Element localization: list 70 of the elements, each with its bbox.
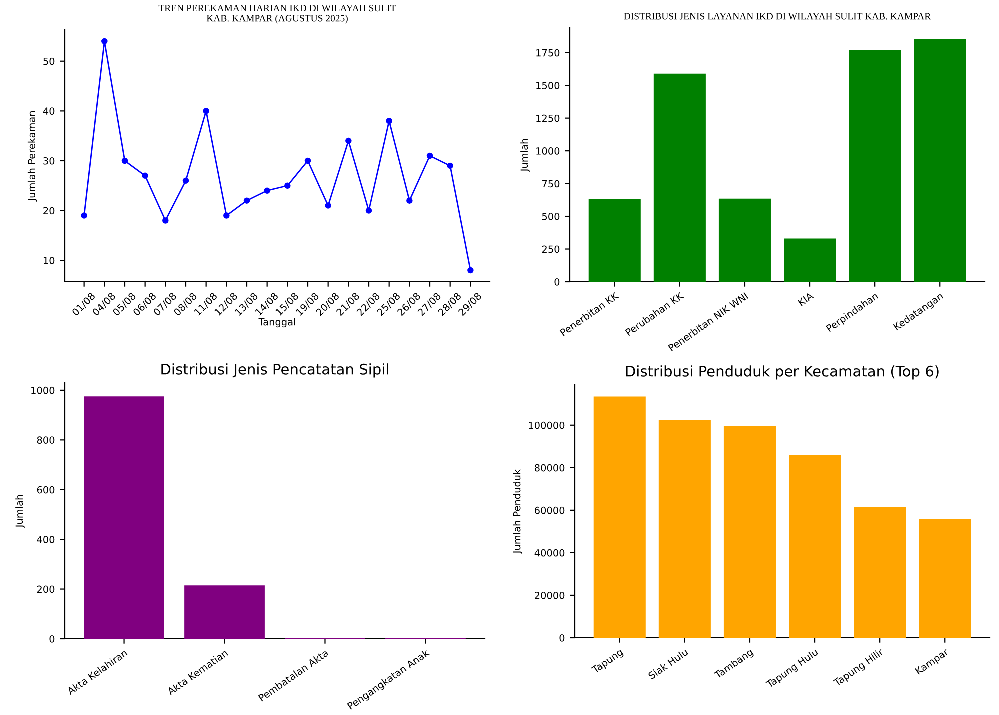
chart-title: Distribusi Penduduk per Kecamatan (Top 6): [626, 366, 939, 380]
point: [426, 152, 434, 160]
y-tick-label: 0: [50, 635, 55, 643]
y-axis-title: Jumlah: [520, 139, 530, 172]
point: [447, 162, 454, 170]
bar: [849, 50, 902, 282]
y-tick-label: 250: [542, 246, 560, 254]
y-tick-label: 1250: [536, 114, 560, 122]
point: [406, 198, 413, 204]
bar: [718, 198, 771, 282]
y-tick-label: 20000: [535, 592, 565, 600]
point: [162, 218, 169, 224]
y-axis-title: Jumlah Perekaman: [28, 111, 38, 202]
y-tick-label: 200: [37, 586, 55, 594]
bar: [784, 238, 836, 282]
y-tick-label: 0: [560, 634, 565, 642]
point: [102, 38, 108, 45]
point: [224, 212, 230, 219]
y-tick-label: 750: [542, 180, 560, 188]
bar: [724, 426, 776, 638]
y-tick-label: 10: [44, 257, 55, 264]
bar: [854, 507, 906, 638]
point: [203, 108, 210, 114]
y-tick-label: 40: [43, 108, 55, 116]
bar: [184, 586, 265, 639]
chart-title: TREN PEREKAMAN HARIAN IKD DI WILAYAH SULIT KAB. KAMPAR (AGUSTUS 2025): [158, 5, 396, 24]
point: [386, 118, 392, 124]
y-tick-label: 40000: [534, 549, 565, 557]
y-tick-label: 0: [554, 278, 560, 286]
point: [264, 188, 270, 194]
y-tick-label: 800: [37, 436, 55, 444]
y-tick-label: 400: [37, 536, 55, 544]
y-tick-label: 500: [542, 213, 560, 220]
bar: [588, 200, 641, 282]
y-axis-title: Jumlah Penduduk: [513, 469, 523, 554]
point: [284, 182, 291, 190]
bar: [919, 518, 972, 638]
point: [366, 208, 372, 214]
y-tick-label: 1750: [536, 49, 560, 57]
chart-title: Distribusi Jenis Pencatatan Sipil: [162, 364, 388, 378]
y-tick-label: 30: [44, 157, 55, 165]
point: [468, 267, 474, 274]
y-axis-title: Jumlah: [16, 495, 25, 528]
y-tick-label: 80000: [535, 464, 565, 472]
point: [244, 198, 250, 204]
x-tick-label: KIA: [798, 292, 814, 306]
point: [346, 138, 352, 144]
x-tick-label: Siak Hulu: [648, 648, 689, 680]
point: [142, 172, 148, 180]
point: [304, 158, 312, 164]
bar: [914, 39, 966, 282]
point: [81, 212, 88, 219]
point: [325, 202, 332, 209]
point: [182, 178, 190, 184]
chart-title: DISTRIBUSI JENIS LAYANAN IKD DI WILAYAH SULIT KAB. KAMPAR: [624, 13, 932, 20]
y-tick-label: 1500: [536, 82, 560, 90]
bar: [654, 74, 706, 282]
x-axis-title: Tanggal: [258, 318, 296, 328]
y-tick-label: 20: [44, 207, 55, 215]
y-tick-label: 600: [37, 486, 55, 494]
y-tick-label: 1000: [32, 386, 55, 394]
bar: [789, 455, 842, 638]
y-tick-label: 100000: [529, 422, 565, 430]
bar: [594, 396, 646, 638]
point: [122, 158, 128, 164]
y-tick-label: 50: [44, 58, 55, 66]
bar: [84, 396, 164, 639]
y-tick-label: 60000: [535, 506, 565, 514]
y-tick-label: 1000: [536, 148, 560, 155]
bar: [658, 420, 711, 638]
